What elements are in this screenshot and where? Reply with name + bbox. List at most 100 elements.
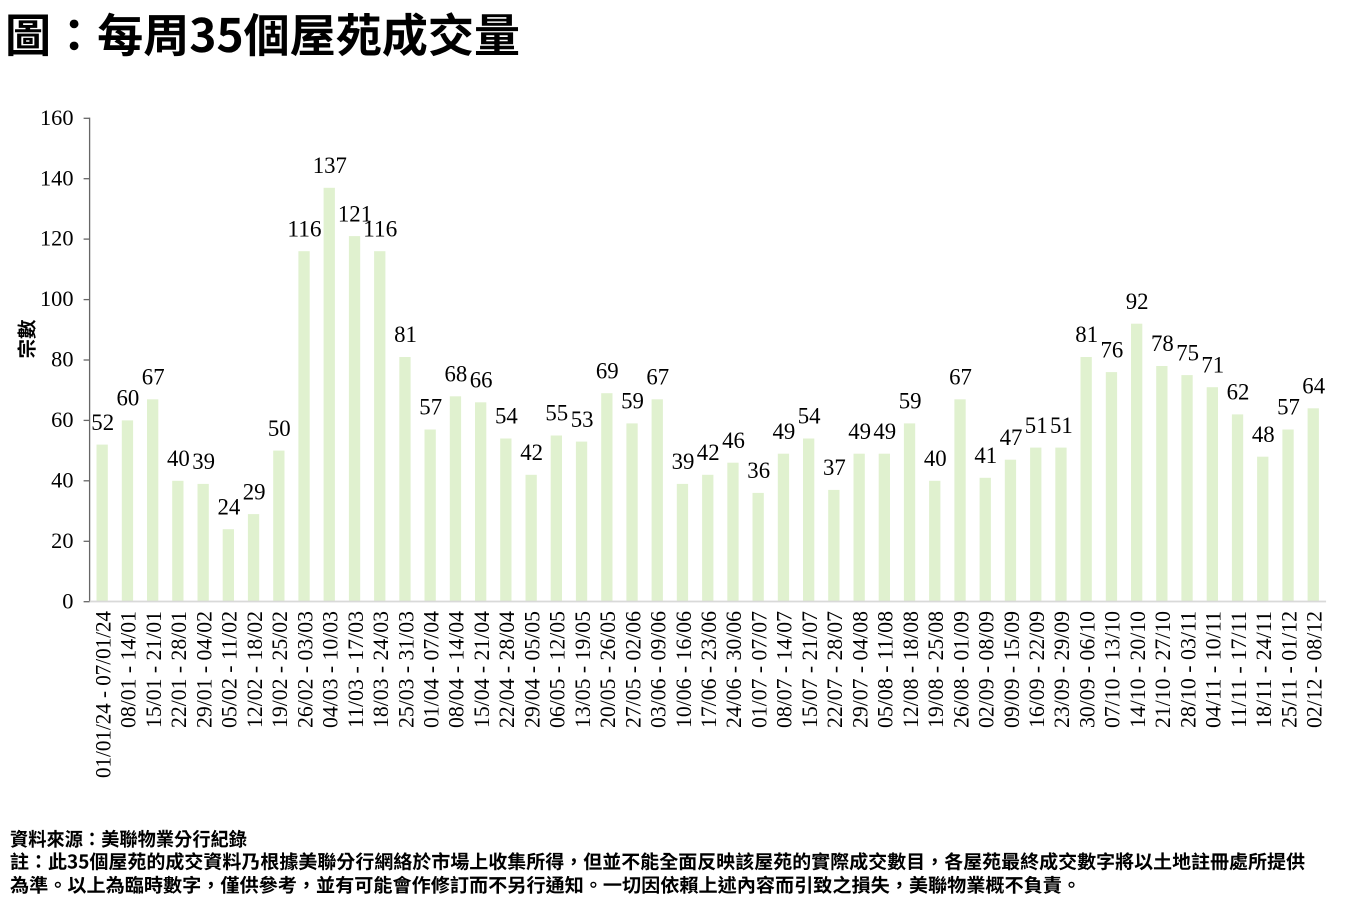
svg-text:05/08 - 11/08: 05/08 - 11/08: [873, 611, 898, 728]
svg-text:15/01 - 21/01: 15/01 - 21/01: [141, 611, 166, 728]
svg-text:76: 76: [1101, 337, 1124, 362]
svg-text:71: 71: [1201, 352, 1224, 377]
svg-text:62: 62: [1227, 380, 1250, 405]
svg-text:40: 40: [51, 467, 73, 492]
svg-text:68: 68: [445, 362, 468, 387]
svg-text:137: 137: [313, 153, 347, 178]
svg-text:52: 52: [91, 410, 114, 435]
svg-text:59: 59: [899, 389, 922, 414]
svg-text:29/07 - 04/08: 29/07 - 04/08: [847, 611, 872, 728]
svg-text:69: 69: [596, 358, 619, 383]
svg-text:19/08 - 25/08: 19/08 - 25/08: [923, 611, 948, 728]
svg-text:23/09 - 29/09: 23/09 - 29/09: [1049, 611, 1074, 728]
svg-text:42: 42: [697, 440, 720, 465]
svg-text:06/05 - 12/05: 06/05 - 12/05: [545, 611, 570, 728]
svg-text:42: 42: [520, 440, 543, 465]
svg-text:04/03 - 10/03: 04/03 - 10/03: [318, 611, 343, 728]
svg-text:02/12 - 08/12: 02/12 - 08/12: [1302, 611, 1327, 728]
svg-text:81: 81: [394, 322, 417, 347]
svg-text:11/11 - 17/11: 11/11 - 17/11: [1226, 611, 1251, 728]
svg-text:55: 55: [545, 401, 568, 426]
svg-text:60: 60: [117, 386, 140, 411]
svg-text:75: 75: [1176, 340, 1199, 365]
svg-text:41: 41: [974, 443, 997, 468]
svg-text:30/09 - 06/10: 30/09 - 06/10: [1075, 611, 1100, 728]
svg-text:29: 29: [243, 479, 266, 504]
svg-text:14/10 - 20/10: 14/10 - 20/10: [1125, 611, 1150, 728]
svg-text:24: 24: [218, 494, 241, 519]
svg-text:46: 46: [722, 428, 745, 453]
svg-text:57: 57: [1277, 395, 1300, 420]
svg-text:12/08 - 18/08: 12/08 - 18/08: [898, 611, 923, 728]
svg-text:11/03 - 17/03: 11/03 - 17/03: [343, 611, 368, 728]
svg-text:19/02 - 25/02: 19/02 - 25/02: [267, 611, 292, 728]
svg-text:49: 49: [873, 419, 896, 444]
svg-text:28/10 - 03/11: 28/10 - 03/11: [1175, 611, 1200, 728]
svg-text:100: 100: [40, 286, 74, 311]
svg-text:20: 20: [51, 528, 73, 553]
svg-text:51: 51: [1025, 413, 1048, 438]
svg-text:18/03 - 24/03: 18/03 - 24/03: [368, 611, 393, 728]
svg-text:21/10 - 27/10: 21/10 - 27/10: [1150, 611, 1175, 728]
svg-text:48: 48: [1252, 422, 1275, 447]
svg-text:57: 57: [419, 395, 442, 420]
svg-text:13/05 - 19/05: 13/05 - 19/05: [570, 611, 595, 728]
svg-text:59: 59: [621, 389, 644, 414]
svg-text:08/04 - 14/04: 08/04 - 14/04: [444, 611, 469, 728]
svg-text:29/01 - 04/02: 29/01 - 04/02: [191, 611, 216, 728]
svg-text:12/02 - 18/02: 12/02 - 18/02: [242, 611, 267, 728]
svg-text:22/01 - 28/01: 22/01 - 28/01: [166, 611, 191, 728]
svg-text:20/05 - 26/05: 20/05 - 26/05: [595, 611, 620, 728]
svg-text:54: 54: [495, 404, 518, 429]
svg-text:22/07 - 28/07: 22/07 - 28/07: [822, 611, 847, 728]
svg-text:03/06 - 09/06: 03/06 - 09/06: [646, 611, 671, 728]
svg-text:81: 81: [1075, 322, 1098, 347]
svg-text:02/09 - 08/09: 02/09 - 08/09: [974, 611, 999, 728]
svg-text:47: 47: [1000, 425, 1023, 450]
svg-text:78: 78: [1151, 331, 1174, 356]
svg-text:01/04 - 07/04: 01/04 - 07/04: [419, 611, 444, 728]
svg-text:160: 160: [40, 105, 74, 130]
svg-text:26/02 - 03/03: 26/02 - 03/03: [292, 611, 317, 728]
svg-text:10/06 - 16/06: 10/06 - 16/06: [671, 611, 696, 728]
svg-text:05/02 - 11/02: 05/02 - 11/02: [217, 611, 242, 728]
svg-text:27/05 - 02/06: 27/05 - 02/06: [620, 611, 645, 728]
svg-text:08/07 - 14/07: 08/07 - 14/07: [772, 611, 797, 728]
svg-text:25/03 - 31/03: 25/03 - 31/03: [393, 611, 418, 728]
svg-text:01/07 - 07/07: 01/07 - 07/07: [747, 611, 772, 728]
svg-text:51: 51: [1050, 413, 1073, 438]
svg-text:16/09 - 22/09: 16/09 - 22/09: [1024, 611, 1049, 728]
svg-text:36: 36: [747, 458, 770, 483]
svg-text:60: 60: [51, 407, 73, 432]
svg-text:80: 80: [51, 347, 73, 372]
svg-text:67: 67: [646, 365, 669, 390]
svg-text:26/08 - 01/09: 26/08 - 01/09: [948, 611, 973, 728]
svg-text:116: 116: [287, 216, 321, 241]
svg-text:49: 49: [773, 419, 796, 444]
svg-text:92: 92: [1126, 289, 1149, 314]
svg-text:64: 64: [1302, 374, 1325, 399]
svg-text:50: 50: [268, 416, 291, 441]
svg-text:22/04 - 28/04: 22/04 - 28/04: [494, 611, 519, 728]
svg-text:67: 67: [949, 365, 972, 390]
svg-text:67: 67: [142, 365, 165, 390]
svg-text:140: 140: [40, 165, 74, 190]
svg-text:121: 121: [338, 201, 372, 226]
svg-text:24/06 - 30/06: 24/06 - 30/06: [721, 611, 746, 728]
svg-text:18/11 - 24/11: 18/11 - 24/11: [1251, 611, 1276, 728]
svg-text:09/09 - 15/09: 09/09 - 15/09: [999, 611, 1024, 728]
svg-text:01/01/24 - 07/01/24: 01/01/24 - 07/01/24: [91, 611, 116, 778]
svg-text:39: 39: [672, 449, 695, 474]
svg-text:15/07 - 21/07: 15/07 - 21/07: [797, 611, 822, 728]
svg-text:37: 37: [823, 455, 846, 480]
svg-text:0: 0: [62, 588, 73, 613]
svg-text:15/04 - 21/04: 15/04 - 21/04: [469, 611, 494, 728]
svg-text:07/10 - 13/10: 07/10 - 13/10: [1100, 611, 1125, 728]
svg-text:120: 120: [40, 226, 74, 251]
svg-text:04/11 - 10/11: 04/11 - 10/11: [1201, 611, 1226, 728]
svg-text:17/06 - 23/06: 17/06 - 23/06: [696, 611, 721, 728]
svg-text:53: 53: [571, 407, 594, 432]
svg-text:54: 54: [798, 404, 821, 429]
svg-text:25/11 - 01/12: 25/11 - 01/12: [1276, 611, 1301, 728]
svg-text:40: 40: [167, 446, 190, 471]
